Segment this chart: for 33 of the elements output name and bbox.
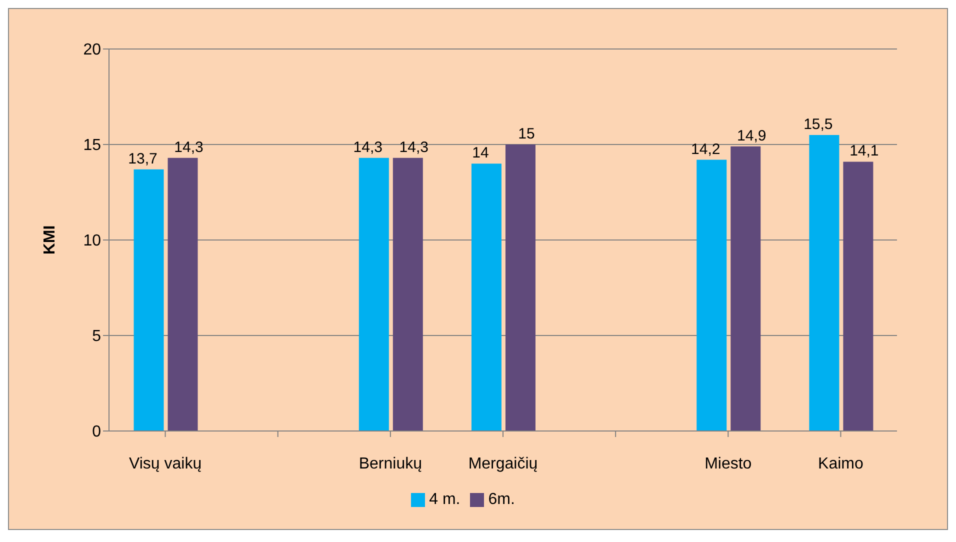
data-label: 14,9 (737, 127, 766, 144)
x-tick-label: Mergaičių (468, 455, 538, 472)
bar (358, 158, 389, 431)
legend-label: 6m. (488, 491, 515, 508)
data-label: 14,2 (691, 140, 720, 158)
y-tick-label: 0 (92, 424, 102, 441)
x-tick-label: Kaimo (818, 455, 864, 472)
bar (505, 144, 536, 431)
bar (168, 158, 198, 431)
bar (392, 158, 423, 431)
data-label: 14,3 (399, 138, 429, 156)
bar (730, 146, 761, 431)
data-label: 14,3 (174, 138, 204, 156)
bar (134, 169, 164, 431)
bar (696, 160, 727, 431)
data-label: 14,1 (850, 142, 879, 160)
y-tick-label: 15 (83, 137, 102, 154)
bar (843, 162, 874, 431)
bar (809, 134, 840, 431)
x-tick-label: Berniukų (358, 455, 422, 472)
data-label: 13,7 (128, 150, 158, 168)
data-label: 15,5 (804, 116, 833, 133)
y-axis-title: KMI (42, 225, 59, 255)
bar (471, 164, 502, 431)
data-label: 15 (518, 126, 535, 142)
y-tick-label: 5 (92, 328, 102, 346)
y-tick-label: 10 (83, 232, 102, 250)
data-label: 14 (472, 144, 489, 162)
x-tick-label: Miesto (704, 455, 752, 472)
y-tick-label: 20 (83, 42, 102, 59)
x-tick-label: Visų vaikų (128, 455, 202, 472)
data-label: 14,3 (353, 138, 383, 156)
legend-label: 4 m. (429, 491, 460, 508)
